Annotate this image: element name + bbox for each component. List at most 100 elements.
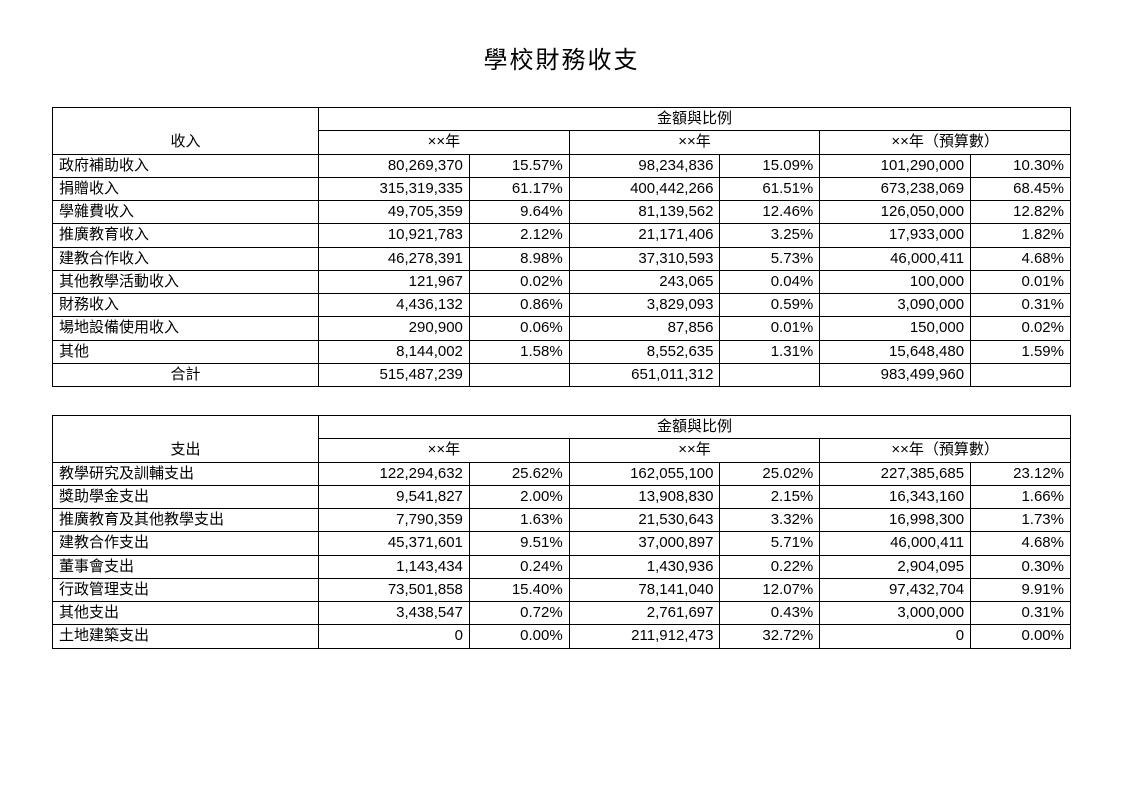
income-cell-p3: 0.01% — [971, 270, 1071, 293]
income-total-label: 合計 — [53, 363, 319, 386]
table-row: 推廣教育及其他教學支出7,790,3591.63%21,530,6433.32%… — [53, 509, 1071, 532]
expense-cell-a2: 1,430,936 — [569, 555, 720, 578]
expense-cell-a2: 2,761,697 — [569, 602, 720, 625]
income-cell-p2: 1.31% — [720, 340, 820, 363]
expense-cell-a2: 37,000,897 — [569, 532, 720, 555]
expense-year-3: ××年（預算數） — [820, 439, 1071, 462]
income-cell-p1: 0.06% — [469, 317, 569, 340]
expense-cell-a3: 16,998,300 — [820, 509, 971, 532]
income-total-p3 — [971, 363, 1071, 386]
page-title: 學校財務收支 — [52, 40, 1071, 75]
expense-columns-header: 金額與比例 — [319, 416, 1071, 439]
expense-cell-a2: 78,141,040 — [569, 578, 720, 601]
expense-cell-p2: 3.32% — [720, 509, 820, 532]
table-row: 學雜費收入49,705,3599.64%81,139,56212.46%126,… — [53, 201, 1071, 224]
income-cell-p3: 0.31% — [971, 294, 1071, 317]
income-cell-label: 推廣教育收入 — [53, 224, 319, 247]
income-cell-label: 其他教學活動收入 — [53, 270, 319, 293]
table-row: 獎助學金支出9,541,8272.00%13,908,8302.15%16,34… — [53, 485, 1071, 508]
income-cell-label: 財務收入 — [53, 294, 319, 317]
expense-cell-p2: 12.07% — [720, 578, 820, 601]
expense-cell-label: 推廣教育及其他教學支出 — [53, 509, 319, 532]
income-columns-header: 金額與比例 — [319, 108, 1071, 131]
expense-cell-a1: 3,438,547 — [319, 602, 470, 625]
income-year-3: ××年（預算數） — [820, 131, 1071, 154]
income-cell-a2: 37,310,593 — [569, 247, 720, 270]
expense-cell-p1: 0.00% — [469, 625, 569, 648]
expense-cell-p2: 5.71% — [720, 532, 820, 555]
expense-cell-a2: 211,912,473 — [569, 625, 720, 648]
income-cell-a2: 21,171,406 — [569, 224, 720, 247]
income-cell-p2: 0.01% — [720, 317, 820, 340]
table-row: 董事會支出1,143,4340.24%1,430,9360.22%2,904,0… — [53, 555, 1071, 578]
expense-cell-a3: 0 — [820, 625, 971, 648]
income-cell-a1: 121,967 — [319, 270, 470, 293]
income-cell-a1: 10,921,783 — [319, 224, 470, 247]
expense-cell-label: 建教合作支出 — [53, 532, 319, 555]
table-row: 土地建築支出00.00%211,912,47332.72%00.00% — [53, 625, 1071, 648]
expense-row-header: 支出 — [53, 416, 319, 463]
income-cell-a3: 100,000 — [820, 270, 971, 293]
income-cell-a3: 3,090,000 — [820, 294, 971, 317]
table-row: 其他支出3,438,5470.72%2,761,6970.43%3,000,00… — [53, 602, 1071, 625]
expense-cell-p3: 1.66% — [971, 485, 1071, 508]
income-cell-a3: 15,648,480 — [820, 340, 971, 363]
income-cell-a2: 98,234,836 — [569, 154, 720, 177]
income-cell-label: 場地設備使用收入 — [53, 317, 319, 340]
expense-cell-p1: 0.24% — [469, 555, 569, 578]
income-cell-a1: 315,319,335 — [319, 177, 470, 200]
income-total-a2: 651,011,312 — [569, 363, 720, 386]
income-cell-a3: 673,238,069 — [820, 177, 971, 200]
income-cell-a3: 101,290,000 — [820, 154, 971, 177]
expense-cell-a1: 45,371,601 — [319, 532, 470, 555]
expense-cell-a3: 3,000,000 — [820, 602, 971, 625]
table-row: 財務收入4,436,1320.86%3,829,0930.59%3,090,00… — [53, 294, 1071, 317]
expense-cell-label: 土地建築支出 — [53, 625, 319, 648]
expense-cell-a2: 21,530,643 — [569, 509, 720, 532]
table-row: 場地設備使用收入290,9000.06%87,8560.01%150,0000.… — [53, 317, 1071, 340]
expense-year-1: ××年 — [319, 439, 570, 462]
income-cell-p3: 10.30% — [971, 154, 1071, 177]
expense-cell-label: 其他支出 — [53, 602, 319, 625]
expense-cell-a1: 73,501,858 — [319, 578, 470, 601]
expense-cell-p1: 15.40% — [469, 578, 569, 601]
expense-cell-p3: 9.91% — [971, 578, 1071, 601]
expense-cell-p3: 0.00% — [971, 625, 1071, 648]
income-cell-a2: 8,552,635 — [569, 340, 720, 363]
expense-cell-p1: 1.63% — [469, 509, 569, 532]
income-cell-a3: 46,000,411 — [820, 247, 971, 270]
table-row: 推廣教育收入10,921,7832.12%21,171,4063.25%17,9… — [53, 224, 1071, 247]
expense-cell-p2: 0.43% — [720, 602, 820, 625]
income-cell-p1: 0.02% — [469, 270, 569, 293]
income-cell-p1: 8.98% — [469, 247, 569, 270]
expense-cell-a1: 9,541,827 — [319, 485, 470, 508]
income-cell-p1: 2.12% — [469, 224, 569, 247]
expense-cell-a3: 2,904,095 — [820, 555, 971, 578]
income-cell-a3: 150,000 — [820, 317, 971, 340]
income-cell-p3: 0.02% — [971, 317, 1071, 340]
expense-cell-a1: 7,790,359 — [319, 509, 470, 532]
income-row-header: 收入 — [53, 108, 319, 155]
income-cell-a1: 290,900 — [319, 317, 470, 340]
income-cell-a2: 243,065 — [569, 270, 720, 293]
expense-cell-p2: 25.02% — [720, 462, 820, 485]
income-cell-a1: 4,436,132 — [319, 294, 470, 317]
income-cell-p1: 1.58% — [469, 340, 569, 363]
expense-cell-label: 教學研究及訓輔支出 — [53, 462, 319, 485]
table-row: 其他教學活動收入121,9670.02%243,0650.04%100,0000… — [53, 270, 1071, 293]
income-cell-a2: 87,856 — [569, 317, 720, 340]
income-cell-p1: 15.57% — [469, 154, 569, 177]
expense-cell-p2: 32.72% — [720, 625, 820, 648]
expense-cell-p1: 0.72% — [469, 602, 569, 625]
income-cell-label: 其他 — [53, 340, 319, 363]
income-cell-a2: 81,139,562 — [569, 201, 720, 224]
income-cell-a1: 46,278,391 — [319, 247, 470, 270]
expense-cell-a2: 162,055,100 — [569, 462, 720, 485]
income-cell-p2: 15.09% — [720, 154, 820, 177]
income-cell-a3: 126,050,000 — [820, 201, 971, 224]
expense-cell-p1: 25.62% — [469, 462, 569, 485]
table-row: 建教合作支出45,371,6019.51%37,000,8975.71%46,0… — [53, 532, 1071, 555]
expense-cell-a3: 97,432,704 — [820, 578, 971, 601]
income-cell-label: 建教合作收入 — [53, 247, 319, 270]
expense-cell-p3: 23.12% — [971, 462, 1071, 485]
